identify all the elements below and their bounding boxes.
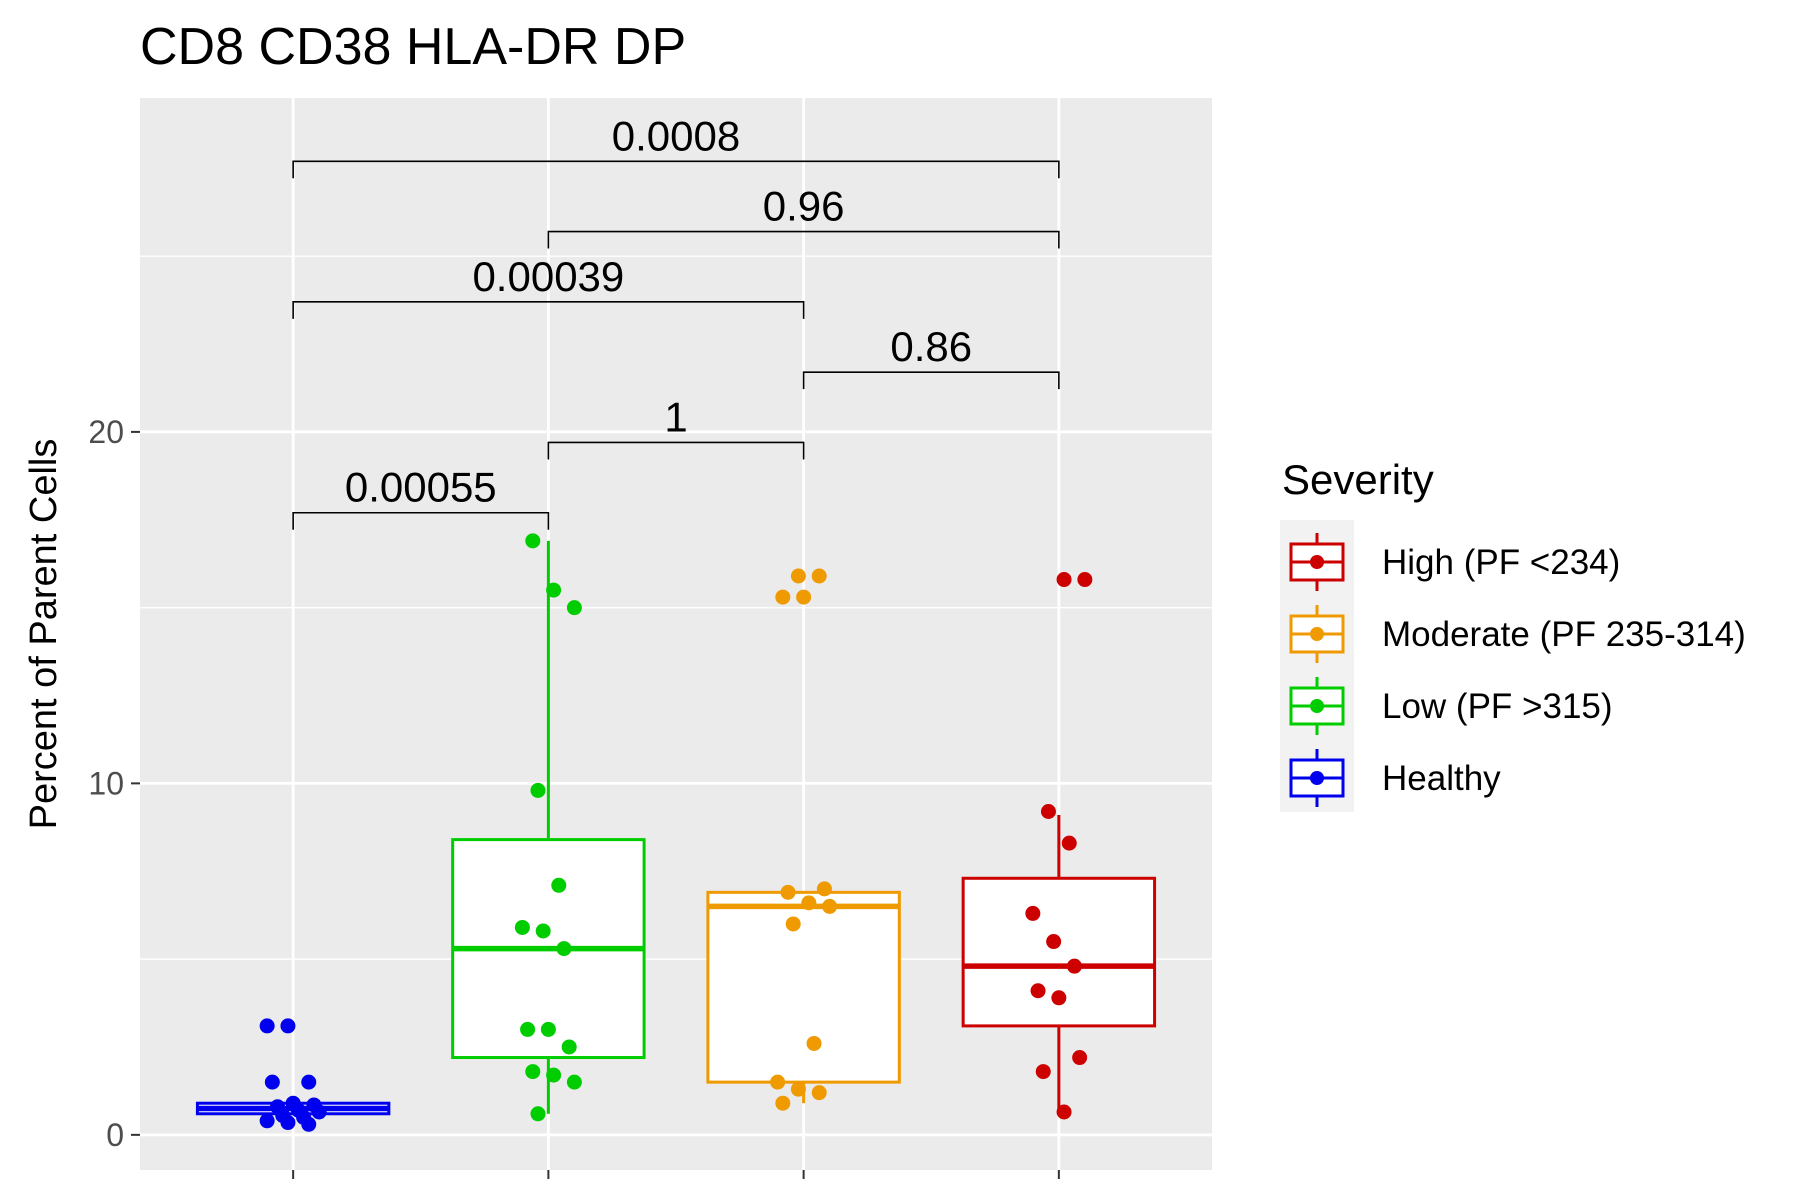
legend-item: Low (PF >315) [1289,677,1613,735]
data-point [1046,934,1062,950]
boxes [195,540,1157,1116]
data-point [514,919,530,935]
legend-items: High (PF <234) Moderate (PF 235-314) Low (… [1289,533,1746,807]
data-point [796,589,812,605]
data-point [566,1074,582,1090]
p-value-label: 0.96 [763,183,845,230]
legend-key-point [1310,699,1324,713]
bracket-line [547,441,805,460]
data-point [790,568,806,584]
data-point [1035,1064,1051,1080]
data-point [311,1104,327,1120]
data-point [801,895,817,911]
data-point [775,1095,791,1111]
data-point [1066,958,1082,974]
data-point [770,1074,786,1090]
data-point [822,898,838,914]
p-value-label: 0.00039 [472,253,624,300]
data-point [1040,803,1056,819]
data-point [806,1035,822,1051]
data-point [561,1039,577,1055]
box-body [706,890,901,1084]
legend-item: Healthy [1289,749,1501,807]
data-point [785,916,801,932]
bracket-line [292,160,1060,179]
legend-label: Healthy [1382,759,1501,798]
data-point [1056,1104,1072,1120]
data-point [1056,572,1072,588]
data-point [525,1064,541,1080]
comparison-bracket: 1 [547,393,805,460]
legend-key-point [1310,771,1324,785]
data-point [280,1115,296,1131]
data-point [1077,572,1093,588]
data-point [525,533,541,549]
legend-label: High (PF <234) [1382,543,1620,582]
chart-title: CD8 CD38 HLA-DR DP [140,18,686,76]
data-point [811,568,827,584]
legend-title: Severity [1282,456,1434,503]
data-point [1030,983,1046,999]
comparison-bracket: 0.0008 [292,112,1060,179]
p-value-label: 0.86 [890,323,972,370]
bracket-line [292,301,805,319]
box-low [451,540,646,1114]
data-point [520,1021,536,1037]
y-tick-label: 10 [88,765,124,801]
data-point [556,941,572,957]
legend-key-point [1310,627,1324,641]
data-point [280,1018,296,1034]
legend-item: High (PF <234) [1289,533,1620,591]
data-point [1061,835,1077,851]
data-point [540,1021,556,1037]
data-point [811,1085,827,1101]
bracket-line [802,371,1060,390]
data-point [259,1018,275,1034]
data-point [1025,905,1041,921]
comparison-bracket: 0.86 [802,323,1060,390]
data-point [551,877,567,893]
data-points [259,533,1093,1132]
legend-label: Moderate (PF 235-314) [1382,615,1746,654]
box-moderate [706,890,901,1104]
data-point [546,1067,562,1083]
data-point [535,923,551,939]
comparison-brackets: 0.00055 1 0.86 0.00039 0.96 0.0008 [292,112,1060,530]
comparison-bracket: 0.00055 [292,464,550,530]
p-value-label: 0.0008 [612,112,740,159]
data-point [775,589,791,605]
data-point [301,1074,317,1090]
legend-item: Moderate (PF 235-314) [1289,605,1746,663]
data-point [530,1106,546,1122]
data-point [530,782,546,798]
y-tick-label: 0 [106,1117,124,1153]
data-point [1072,1050,1088,1066]
y-tick-label: 20 [88,414,124,450]
data-point [259,1113,275,1129]
data-point [816,881,832,897]
comparison-bracket: 0.00039 [292,253,805,319]
data-point [1051,990,1067,1006]
data-point [780,884,796,900]
legend: Severity High (PF <234) Moderate (PF 235-… [1280,456,1746,812]
data-point [301,1116,317,1132]
p-value-label: 1 [664,393,687,440]
y-axis-label: Percent of Parent Cells [23,439,65,830]
data-point [790,1081,806,1097]
bracket-line [547,230,1060,249]
comparison-bracket: 0.96 [547,183,1060,249]
legend-label: Low (PF >315) [1382,687,1613,726]
bracket-line [292,511,550,530]
legend-key-point [1310,555,1324,569]
data-point [264,1074,280,1090]
p-value-label: 0.00055 [345,464,497,511]
data-point [546,582,562,598]
y-axis: 0 10 20 [88,414,1060,1179]
data-point [566,600,582,616]
